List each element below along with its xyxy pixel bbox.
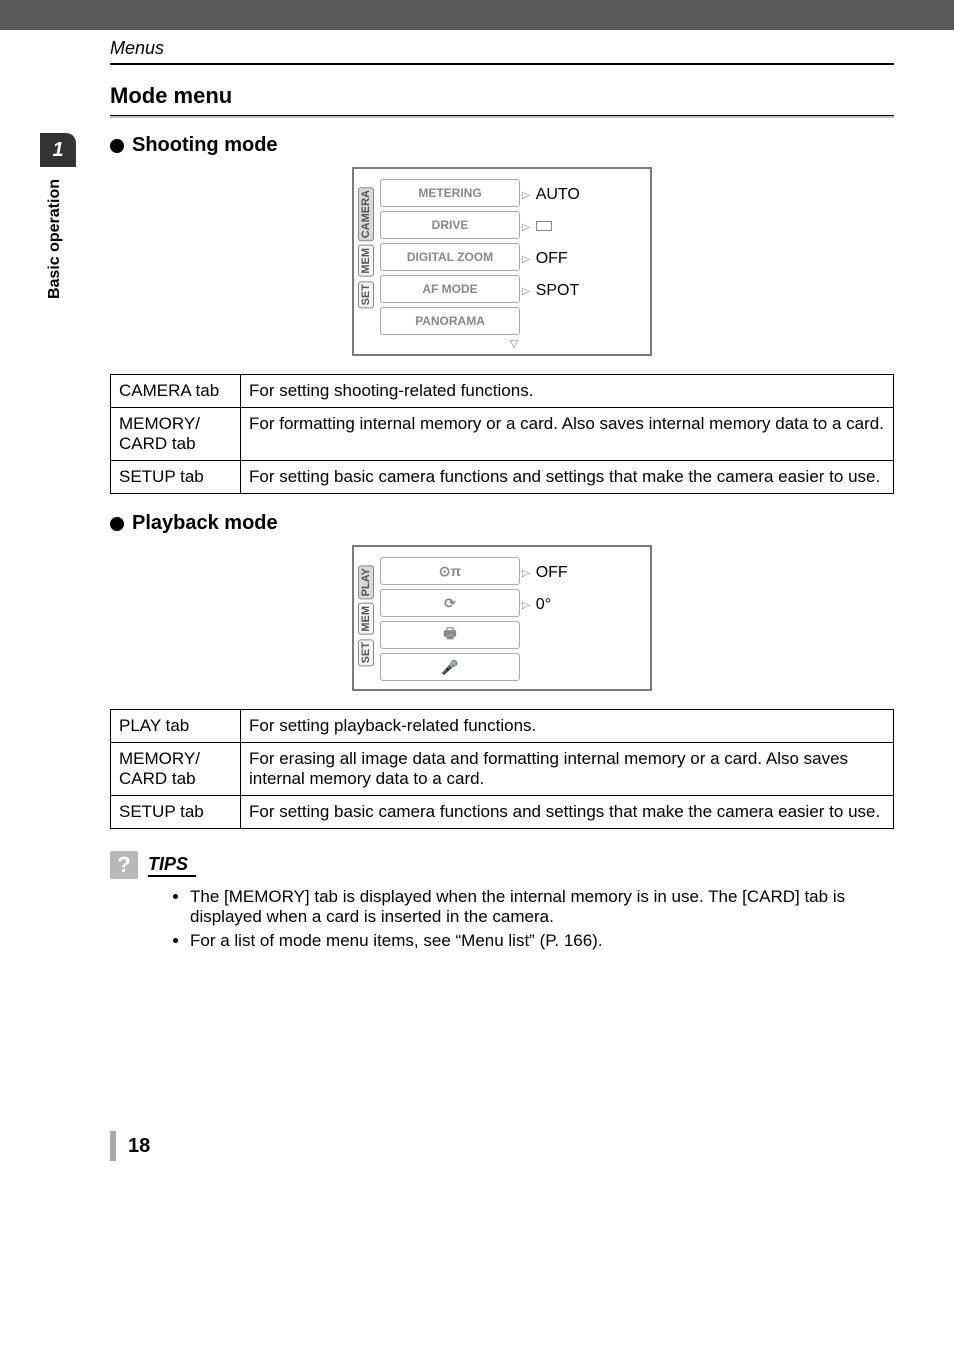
table-row: PLAY tab For setting playback-related fu… xyxy=(111,710,894,743)
cell-key: MEMORY/ CARD tab xyxy=(111,743,241,796)
bullet-icon xyxy=(110,517,124,531)
playback-desc-table: PLAY tab For setting playback-related fu… xyxy=(110,709,894,829)
shooting-heading-text: Shooting mode xyxy=(132,134,278,157)
val-rotate: 0° xyxy=(532,596,592,614)
table-row: MEMORY/ CARD tab For erasing all image d… xyxy=(111,743,894,796)
cell-val: For erasing all image data and formattin… xyxy=(241,743,894,796)
tri-icon: ▷ xyxy=(522,222,530,233)
cell-val: For setting basic camera functions and s… xyxy=(241,796,894,829)
cell-val: For formatting internal memory or a card… xyxy=(241,408,894,461)
tips-list: The [MEMORY] tab is displayed when the i… xyxy=(150,887,894,951)
cell-val: For setting basic camera functions and s… xyxy=(241,461,894,494)
tri-icon: ▷ xyxy=(522,286,530,297)
row-mic: 🎤 xyxy=(380,653,520,681)
playback-vtabs: PLAY MEM SET xyxy=(354,547,378,689)
bullet-icon xyxy=(110,139,124,153)
row-rotate: ⟳ xyxy=(380,589,520,617)
tips-item: For a list of mode menu items, see “Menu… xyxy=(190,931,894,951)
table-row: CAMERA tab For setting shooting-related … xyxy=(111,375,894,408)
playback-heading: Playback mode xyxy=(110,512,894,535)
cell-key: PLAY tab xyxy=(111,710,241,743)
tri-icon: ▷ xyxy=(522,254,530,265)
tri-icon: ▷ xyxy=(522,600,530,611)
top-bar xyxy=(0,0,954,30)
val-metering: AUTO xyxy=(532,186,592,204)
shooting-heading: Shooting mode xyxy=(110,134,894,157)
tri-icon: ▷ xyxy=(522,568,530,579)
val-afmode: SPOT xyxy=(532,282,592,300)
playback-heading-text: Playback mode xyxy=(132,512,278,535)
vtab-camera: CAMERA xyxy=(358,187,374,241)
cell-key: CAMERA tab xyxy=(111,375,241,408)
val-drive xyxy=(532,218,592,236)
row-protect: ⊙π xyxy=(380,557,520,585)
playback-rows: ⊙π▷OFF ⟳▷0° 🖶 🎤 xyxy=(378,547,650,689)
tips-header: ? TIPS xyxy=(110,851,894,879)
val-digitalzoom: OFF xyxy=(532,250,592,268)
vtab-set: SET xyxy=(358,281,374,308)
page-content: 1 Basic operation Menus Mode menu Shooti… xyxy=(0,38,954,1181)
tri-icon: ▷ xyxy=(522,190,530,201)
header-section-label: Menus xyxy=(110,38,164,58)
tips-question-icon: ? xyxy=(110,851,138,879)
shooting-vtabs: CAMERA MEM SET xyxy=(354,169,378,354)
page-number: 18 xyxy=(128,1135,150,1158)
row-metering: METERING xyxy=(380,179,520,207)
shooting-rows: METERING▷AUTO DRIVE▷ DIGITAL ZOOM▷OFF AF… xyxy=(378,169,650,354)
page-footer: 18 xyxy=(110,1131,894,1181)
vtab-play: PLAY xyxy=(358,565,374,599)
vtab-mem: MEM xyxy=(358,245,374,277)
rect-icon xyxy=(536,221,552,231)
vtab-set: SET xyxy=(358,639,374,666)
footer-bar-icon xyxy=(110,1131,116,1161)
cell-val: For setting shooting-related functions. xyxy=(241,375,894,408)
cell-key: SETUP tab xyxy=(111,461,241,494)
chapter-label: Basic operation xyxy=(46,179,64,299)
table-row: SETUP tab For setting basic camera funct… xyxy=(111,796,894,829)
scroll-down-icon: ▽ xyxy=(380,337,648,350)
vtab-mem: MEM xyxy=(358,603,374,635)
cell-val: For setting playback-related functions. xyxy=(241,710,894,743)
shooting-desc-table: CAMERA tab For setting shooting-related … xyxy=(110,374,894,494)
mode-menu-title: Mode menu xyxy=(110,83,894,116)
table-row: MEMORY/ CARD tab For formatting internal… xyxy=(111,408,894,461)
header-band: Menus xyxy=(110,38,894,65)
chapter-number-badge: 1 xyxy=(40,133,76,167)
row-print: 🖶 xyxy=(380,621,520,649)
row-afmode: AF MODE xyxy=(380,275,520,303)
cell-key: MEMORY/ CARD tab xyxy=(111,408,241,461)
row-digitalzoom: DIGITAL ZOOM xyxy=(380,243,520,271)
row-panorama: PANORAMA xyxy=(380,307,520,335)
playback-menu-screenshot: PLAY MEM SET ⊙π▷OFF ⟳▷0° 🖶 🎤 xyxy=(352,545,652,691)
shooting-menu-screenshot: CAMERA MEM SET METERING▷AUTO DRIVE▷ DIGI… xyxy=(352,167,652,356)
tips-label: TIPS xyxy=(148,854,196,877)
cell-key: SETUP tab xyxy=(111,796,241,829)
val-protect: OFF xyxy=(532,564,592,582)
row-drive: DRIVE xyxy=(380,211,520,239)
tips-item: The [MEMORY] tab is displayed when the i… xyxy=(190,887,894,927)
side-chapter-tab: 1 Basic operation xyxy=(40,133,90,299)
table-row: SETUP tab For setting basic camera funct… xyxy=(111,461,894,494)
